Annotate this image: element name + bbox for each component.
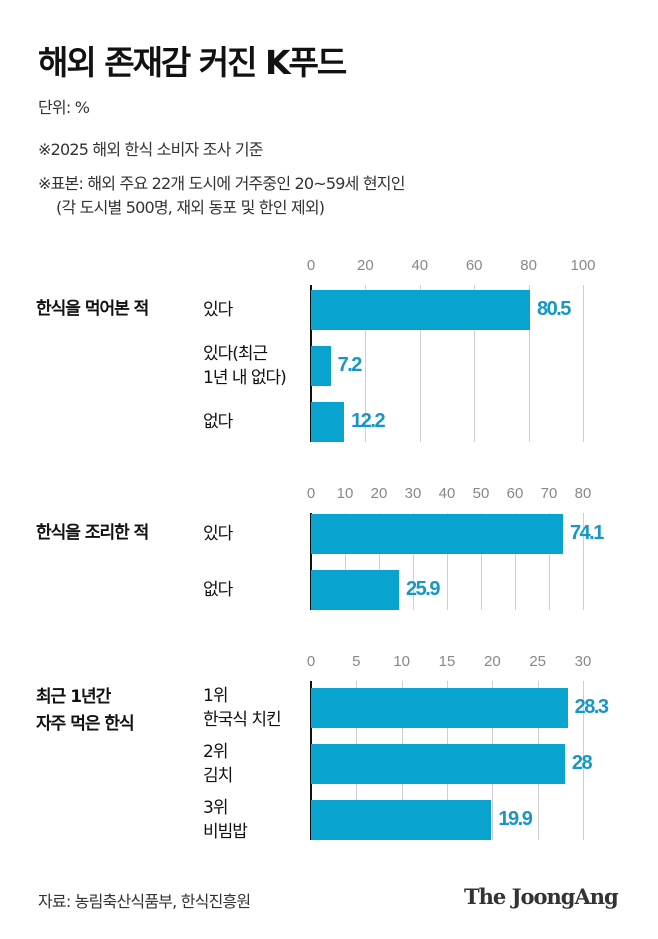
gridline bbox=[419, 285, 421, 442]
gridline bbox=[481, 513, 482, 610]
chart-title: 해외 존재감 커진 K푸드 bbox=[38, 43, 347, 82]
group-label: 한식을 조리한 적 bbox=[36, 520, 149, 547]
gridline bbox=[379, 513, 380, 610]
axis-tick-label: 40 bbox=[438, 485, 456, 502]
bar bbox=[311, 402, 345, 442]
axis-tick-label: 40 bbox=[411, 257, 429, 274]
category-label: 없다 bbox=[203, 578, 233, 602]
axis-tick-label: 0 bbox=[306, 257, 316, 274]
gridline bbox=[549, 513, 550, 610]
category-label-line: 비빔밥 bbox=[203, 822, 248, 842]
group-label-line: 자주 먹은 한식 bbox=[36, 714, 135, 734]
value-label: 12.2 bbox=[351, 410, 385, 432]
gridline bbox=[474, 285, 476, 442]
value-label: 7.2 bbox=[337, 354, 363, 376]
gridline bbox=[515, 513, 516, 610]
category-label: 있다 bbox=[203, 298, 233, 322]
category-label: 없다 bbox=[203, 410, 233, 434]
axis-tick-label: 10 bbox=[393, 653, 410, 670]
publisher-logo: The JoongAng bbox=[464, 884, 619, 909]
category-label-line: 김치 bbox=[203, 766, 233, 786]
category-label-line: 없다 bbox=[203, 580, 233, 600]
axis-tick-label: 5 bbox=[352, 653, 361, 670]
axis-tick-label: 100 bbox=[570, 257, 596, 274]
category-label-line: 있다 bbox=[203, 524, 233, 544]
value-label: 80.5 bbox=[536, 298, 571, 320]
axis-tick-label: 25 bbox=[529, 653, 546, 670]
axis-tick-label: 70 bbox=[540, 485, 558, 502]
axis-tick-label: 0 bbox=[306, 485, 316, 502]
gridline bbox=[345, 513, 346, 610]
axis-tick-label: 10 bbox=[336, 485, 354, 502]
gridline bbox=[447, 513, 448, 610]
gridline bbox=[365, 285, 367, 442]
category-label-line: 1년 내 없다) bbox=[203, 368, 287, 388]
bar bbox=[311, 570, 400, 610]
group-label-line: 한식을 먹어본 적 bbox=[36, 299, 149, 319]
bar bbox=[311, 800, 492, 840]
category-label-line: 있다(최근 bbox=[203, 344, 268, 364]
axis-tick-label: 20 bbox=[483, 653, 501, 670]
bar bbox=[311, 346, 331, 386]
axis-tick-label: 60 bbox=[465, 257, 483, 274]
group-label: 한식을 먹어본 적 bbox=[36, 296, 149, 323]
category-label-line: 1위 bbox=[203, 686, 228, 706]
gridline bbox=[583, 285, 584, 442]
axis-tick-label: 0 bbox=[306, 653, 316, 670]
source-note: 자료: 농림축산식품부, 한식진흥원 bbox=[38, 892, 251, 911]
bar bbox=[311, 744, 565, 784]
gridline bbox=[583, 513, 584, 610]
gridline bbox=[413, 513, 414, 610]
axis-tick-label: 80 bbox=[520, 257, 537, 274]
category-label-line: 한국식 치킨 bbox=[203, 710, 282, 730]
sample-note: ※표본: 해외 주요 22개 도시에 거주중인 20~59세 현지인 bbox=[38, 174, 405, 193]
bar bbox=[311, 688, 568, 728]
axis-tick-label: 30 bbox=[574, 653, 592, 670]
group-label-line: 최근 1년간 bbox=[36, 687, 111, 707]
category-label-line: 있다 bbox=[203, 300, 233, 320]
sample-note-detail: (각 도시별 500명, 재외 동포 및 한인 제외) bbox=[56, 198, 325, 217]
bar bbox=[311, 514, 563, 554]
category-label-line: 3위 bbox=[203, 798, 228, 818]
bar bbox=[311, 290, 530, 330]
survey-note: ※2025 해외 한식 소비자 조사 기준 bbox=[38, 140, 263, 159]
value-label: 74.1 bbox=[569, 522, 604, 544]
category-label: 있다(최근 1년 내 없다) bbox=[203, 342, 287, 390]
category-label-line: 없다 bbox=[203, 412, 233, 432]
unit-label: 단위: % bbox=[38, 98, 90, 117]
value-label: 28.3 bbox=[574, 696, 609, 718]
axis-line bbox=[310, 513, 312, 610]
axis-tick-label: 15 bbox=[438, 653, 456, 670]
axis-tick-label: 30 bbox=[404, 485, 422, 502]
group-label-line: 한식을 조리한 적 bbox=[36, 523, 149, 543]
value-label: 19.9 bbox=[498, 808, 532, 830]
gridline bbox=[528, 285, 530, 442]
category-label: 있다 bbox=[203, 522, 233, 546]
axis-tick-label: 80 bbox=[574, 485, 592, 502]
axis-tick-label: 60 bbox=[506, 485, 524, 502]
value-label: 25.9 bbox=[406, 578, 440, 600]
axis-tick-label: 20 bbox=[357, 257, 374, 274]
gridline bbox=[583, 681, 584, 840]
category-label-line: 2위 bbox=[203, 742, 228, 762]
axis-tick-label: 20 bbox=[370, 485, 388, 502]
value-label: 28 bbox=[571, 752, 593, 774]
axis-tick-label: 50 bbox=[472, 485, 490, 502]
